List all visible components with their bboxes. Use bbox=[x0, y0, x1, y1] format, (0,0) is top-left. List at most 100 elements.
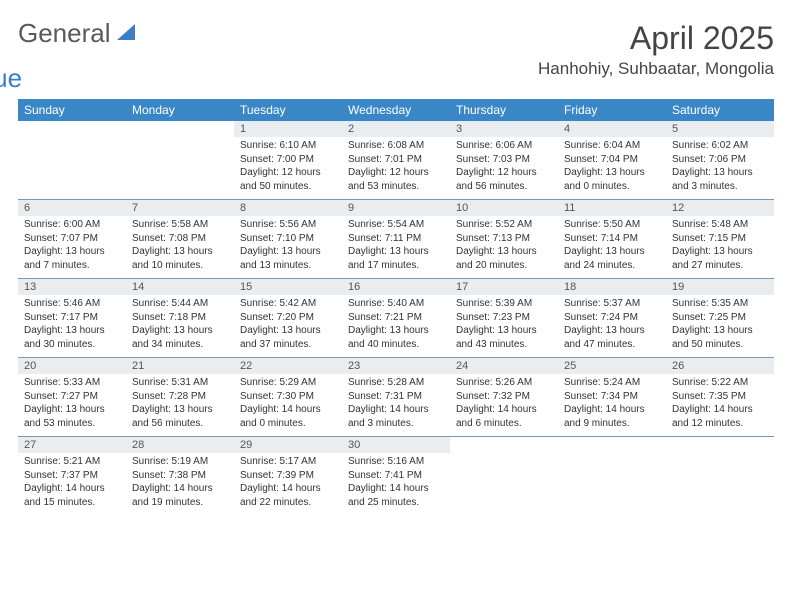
day-cell: 3Sunrise: 6:06 AMSunset: 7:03 PMDaylight… bbox=[450, 121, 558, 199]
day-number: 6 bbox=[18, 200, 126, 216]
sunrise-text: Sunrise: 5:48 AM bbox=[672, 218, 768, 232]
sunset-text: Sunset: 7:00 PM bbox=[240, 153, 336, 167]
sunset-text: Sunset: 7:15 PM bbox=[672, 232, 768, 246]
day-number: 23 bbox=[342, 358, 450, 374]
day-cell: 17Sunrise: 5:39 AMSunset: 7:23 PMDayligh… bbox=[450, 279, 558, 357]
day-cell: 12Sunrise: 5:48 AMSunset: 7:15 PMDayligh… bbox=[666, 200, 774, 278]
day-body: Sunrise: 6:04 AMSunset: 7:04 PMDaylight:… bbox=[558, 137, 666, 197]
weekday-cell: Friday bbox=[558, 99, 666, 121]
sunrise-text: Sunrise: 5:21 AM bbox=[24, 455, 120, 469]
day-number: 2 bbox=[342, 121, 450, 137]
day-cell: 30Sunrise: 5:16 AMSunset: 7:41 PMDayligh… bbox=[342, 437, 450, 515]
day-number: 9 bbox=[342, 200, 450, 216]
daylight-text: Daylight: 13 hours and 47 minutes. bbox=[564, 324, 660, 351]
day-body: Sunrise: 5:29 AMSunset: 7:30 PMDaylight:… bbox=[234, 374, 342, 434]
day-number bbox=[18, 121, 126, 125]
day-number: 26 bbox=[666, 358, 774, 374]
day-cell: 14Sunrise: 5:44 AMSunset: 7:18 PMDayligh… bbox=[126, 279, 234, 357]
sunset-text: Sunset: 7:31 PM bbox=[348, 390, 444, 404]
day-number: 19 bbox=[666, 279, 774, 295]
sunrise-text: Sunrise: 5:52 AM bbox=[456, 218, 552, 232]
day-number bbox=[450, 437, 558, 441]
daylight-text: Daylight: 14 hours and 19 minutes. bbox=[132, 482, 228, 509]
day-cell: 29Sunrise: 5:17 AMSunset: 7:39 PMDayligh… bbox=[234, 437, 342, 515]
daylight-text: Daylight: 13 hours and 10 minutes. bbox=[132, 245, 228, 272]
sunrise-text: Sunrise: 5:33 AM bbox=[24, 376, 120, 390]
sunrise-text: Sunrise: 5:56 AM bbox=[240, 218, 336, 232]
day-number: 22 bbox=[234, 358, 342, 374]
day-number: 30 bbox=[342, 437, 450, 453]
day-cell: 2 Sunrise: 6:08 AMSunset: 7:01 PMDaylight… bbox=[342, 121, 450, 199]
day-cell: 5Sunrise: 6:02 AMSunset: 7:06 PMDaylight… bbox=[666, 121, 774, 199]
daylight-text: Daylight: 12 hours and 56 minutes. bbox=[456, 166, 552, 193]
day-number bbox=[666, 437, 774, 441]
day-cell: 22Sunrise: 5:29 AMSunset: 7:30 PMDayligh… bbox=[234, 358, 342, 436]
sunrise-text: Sunrise: 5:26 AM bbox=[456, 376, 552, 390]
location-text: Hanhohiy, Suhbaatar, Mongolia bbox=[538, 59, 774, 79]
daylight-text: Daylight: 14 hours and 15 minutes. bbox=[24, 482, 120, 509]
sunrise-text: Sunrise: 6:08 AM bbox=[348, 139, 444, 153]
day-number: 24 bbox=[450, 358, 558, 374]
sunrise-text: Sunrise: 5:50 AM bbox=[564, 218, 660, 232]
daylight-text: Daylight: 13 hours and 53 minutes. bbox=[24, 403, 120, 430]
weekday-cell: Wednesday bbox=[342, 99, 450, 121]
sunrise-text: Sunrise: 5:40 AM bbox=[348, 297, 444, 311]
day-cell: 25Sunrise: 5:24 AMSunset: 7:34 PMDayligh… bbox=[558, 358, 666, 436]
day-cell: 27Sunrise: 5:21 AMSunset: 7:37 PMDayligh… bbox=[18, 437, 126, 515]
day-number: 1 bbox=[234, 121, 342, 137]
daylight-text: Daylight: 13 hours and 34 minutes. bbox=[132, 324, 228, 351]
sunrise-text: Sunrise: 6:10 AM bbox=[240, 139, 336, 153]
sunset-text: Sunset: 7:23 PM bbox=[456, 311, 552, 325]
day-body: Sunrise: 6:00 AMSunset: 7:07 PMDaylight:… bbox=[18, 216, 126, 276]
daylight-text: Daylight: 13 hours and 24 minutes. bbox=[564, 245, 660, 272]
daylight-text: Daylight: 13 hours and 0 minutes. bbox=[564, 166, 660, 193]
sunrise-text: Sunrise: 5:37 AM bbox=[564, 297, 660, 311]
day-body: Sunrise: 5:17 AMSunset: 7:39 PMDaylight:… bbox=[234, 453, 342, 513]
sunrise-text: Sunrise: 5:22 AM bbox=[672, 376, 768, 390]
day-number: 16 bbox=[342, 279, 450, 295]
day-cell: 18Sunrise: 5:37 AMSunset: 7:24 PMDayligh… bbox=[558, 279, 666, 357]
sunrise-text: Sunrise: 5:39 AM bbox=[456, 297, 552, 311]
day-body: Sunrise: 6:02 AMSunset: 7:06 PMDaylight:… bbox=[666, 137, 774, 197]
sunset-text: Sunset: 7:13 PM bbox=[456, 232, 552, 246]
day-number: 10 bbox=[450, 200, 558, 216]
sunset-text: Sunset: 7:34 PM bbox=[564, 390, 660, 404]
daylight-text: Daylight: 13 hours and 56 minutes. bbox=[132, 403, 228, 430]
day-body: Sunrise: 5:19 AMSunset: 7:38 PMDaylight:… bbox=[126, 453, 234, 513]
day-cell: 21Sunrise: 5:31 AMSunset: 7:28 PMDayligh… bbox=[126, 358, 234, 436]
day-cell: 20Sunrise: 5:33 AMSunset: 7:27 PMDayligh… bbox=[18, 358, 126, 436]
month-title: April 2025 bbox=[538, 20, 774, 57]
day-cell: 15Sunrise: 5:42 AMSunset: 7:20 PMDayligh… bbox=[234, 279, 342, 357]
sunset-text: Sunset: 7:41 PM bbox=[348, 469, 444, 483]
day-number: 12 bbox=[666, 200, 774, 216]
day-body: Sunrise: 5:22 AMSunset: 7:35 PMDaylight:… bbox=[666, 374, 774, 434]
daylight-text: Daylight: 13 hours and 7 minutes. bbox=[24, 245, 120, 272]
sunset-text: Sunset: 7:01 PM bbox=[348, 153, 444, 167]
sunrise-text: Sunrise: 6:04 AM bbox=[564, 139, 660, 153]
day-cell: 9Sunrise: 5:54 AMSunset: 7:11 PMDaylight… bbox=[342, 200, 450, 278]
day-cell: 28Sunrise: 5:19 AMSunset: 7:38 PMDayligh… bbox=[126, 437, 234, 515]
daylight-text: Daylight: 14 hours and 9 minutes. bbox=[564, 403, 660, 430]
sunset-text: Sunset: 7:04 PM bbox=[564, 153, 660, 167]
sunset-text: Sunset: 7:10 PM bbox=[240, 232, 336, 246]
sunset-text: Sunset: 7:03 PM bbox=[456, 153, 552, 167]
sunset-text: Sunset: 7:07 PM bbox=[24, 232, 120, 246]
day-body: Sunrise: 5:33 AMSunset: 7:27 PMDaylight:… bbox=[18, 374, 126, 434]
daylight-text: Daylight: 14 hours and 22 minutes. bbox=[240, 482, 336, 509]
day-cell: 10 Sunrise: 5:52 AMSunset: 7:13 PMDayligh… bbox=[450, 200, 558, 278]
sunrise-text: Sunrise: 5:31 AM bbox=[132, 376, 228, 390]
sunset-text: Sunset: 7:38 PM bbox=[132, 469, 228, 483]
daylight-text: Daylight: 13 hours and 20 minutes. bbox=[456, 245, 552, 272]
day-body: Sunrise: 5:16 AMSunset: 7:41 PMDaylight:… bbox=[342, 453, 450, 513]
day-number: 17 bbox=[450, 279, 558, 295]
sunset-text: Sunset: 7:39 PM bbox=[240, 469, 336, 483]
sunrise-text: Sunrise: 5:54 AM bbox=[348, 218, 444, 232]
daylight-text: Daylight: 12 hours and 53 minutes. bbox=[348, 166, 444, 193]
daylight-text: Daylight: 14 hours and 12 minutes. bbox=[672, 403, 768, 430]
day-body: Sunrise: 5:31 AMSunset: 7:28 PMDaylight:… bbox=[126, 374, 234, 434]
sunset-text: Sunset: 7:11 PM bbox=[348, 232, 444, 246]
day-number: 7 bbox=[126, 200, 234, 216]
sunset-text: Sunset: 7:32 PM bbox=[456, 390, 552, 404]
sunset-text: Sunset: 7:06 PM bbox=[672, 153, 768, 167]
day-cell bbox=[126, 121, 234, 199]
